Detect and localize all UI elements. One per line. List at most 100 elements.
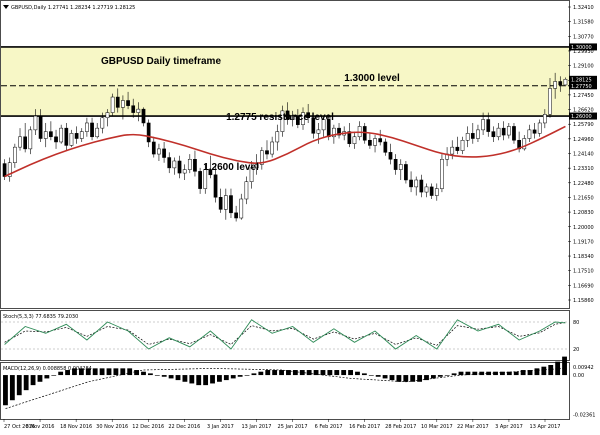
candle-body-up bbox=[110, 96, 115, 113]
candle-body-down bbox=[388, 152, 393, 160]
macd-y-label: -0.02361 bbox=[573, 413, 595, 419]
macd-bar bbox=[472, 371, 478, 376]
candle-body-up bbox=[270, 141, 274, 155]
candle bbox=[404, 160, 408, 184]
macd-bar bbox=[147, 373, 153, 376]
macd-bar bbox=[548, 365, 554, 376]
candle bbox=[419, 174, 424, 198]
candle-body-down bbox=[141, 108, 146, 124]
candle-body-up bbox=[13, 146, 17, 163]
stochastic-header: Stoch(5,3,3) 77.6835 79.2030 bbox=[3, 314, 78, 320]
x-tick-label: 3 Jan 2017 bbox=[207, 424, 234, 430]
candles bbox=[2, 72, 568, 222]
macd-bar bbox=[355, 371, 360, 376]
candle-body-up bbox=[496, 127, 501, 138]
candle-body-down bbox=[347, 131, 352, 144]
candle bbox=[337, 122, 341, 139]
macd-bar bbox=[341, 370, 347, 376]
candle-body-up bbox=[332, 127, 336, 138]
macd-bar bbox=[217, 375, 222, 382]
candle-body-up bbox=[476, 129, 480, 139]
candle bbox=[100, 112, 105, 134]
candle bbox=[476, 124, 480, 142]
candle bbox=[157, 143, 161, 161]
stochastic-panel: 80 20 Stoch(5,3,3) 77.6835 79.2030 bbox=[0, 310, 579, 361]
macd-bar bbox=[451, 373, 457, 376]
candle bbox=[13, 143, 17, 168]
moving-average-line bbox=[4, 125, 566, 178]
macd-bar bbox=[486, 371, 492, 376]
candle-body-down bbox=[229, 195, 233, 214]
macd-bar bbox=[78, 368, 84, 376]
candle-body-up bbox=[352, 136, 357, 144]
price-tag-label: 1.30000 bbox=[571, 45, 592, 51]
x-tick-label: 30 Nov 2016 bbox=[96, 424, 128, 430]
y-tick-label: 1.29930 bbox=[573, 49, 594, 55]
stochastic-y-label: 20 bbox=[573, 347, 579, 353]
x-tick-label: 28 Feb 2017 bbox=[385, 424, 416, 430]
macd-bar bbox=[265, 370, 271, 376]
macd-bar bbox=[375, 375, 381, 377]
candle bbox=[141, 107, 146, 127]
candle bbox=[265, 140, 269, 160]
y-tick-label: 1.29100 bbox=[573, 64, 594, 70]
candle bbox=[398, 159, 403, 180]
y-tick-label: 1.31580 bbox=[573, 20, 594, 26]
candle-body-down bbox=[404, 164, 408, 181]
price-tag-label: 1.27750 bbox=[571, 84, 592, 90]
macd-histogram bbox=[3, 356, 567, 406]
macd-bar bbox=[417, 375, 423, 382]
candle bbox=[38, 109, 43, 142]
candle-body-up bbox=[239, 198, 244, 219]
macd-bar bbox=[258, 371, 264, 376]
candle bbox=[131, 98, 136, 118]
candle-body-down bbox=[151, 141, 156, 155]
candle-body-up bbox=[414, 179, 419, 188]
candle-body-up bbox=[33, 115, 38, 131]
x-tick-label: 12 Dec 2016 bbox=[132, 424, 164, 430]
x-tick-label: 8 Nov 2016 bbox=[26, 424, 55, 430]
main-panel: 1.324101.315801.307701.299301.291001.282… bbox=[0, 0, 597, 309]
candle-body-down bbox=[512, 126, 516, 141]
candle bbox=[234, 205, 238, 222]
candle bbox=[393, 154, 398, 175]
stochastic-main-line bbox=[4, 319, 566, 350]
level-lines bbox=[1, 46, 569, 117]
macd-bar bbox=[37, 375, 43, 382]
candle-body-up bbox=[553, 81, 557, 89]
candle bbox=[203, 164, 208, 194]
price-tag-box bbox=[569, 82, 597, 90]
macd-bar bbox=[520, 370, 526, 376]
x-tick-label: 22 Dec 2016 bbox=[168, 424, 200, 430]
main-header-text: GBPUSD,Daily 1.27741 1.28234 1.27719 1.2… bbox=[11, 5, 135, 11]
candle-body-up bbox=[79, 131, 84, 139]
candle-body-up bbox=[249, 167, 254, 182]
candle bbox=[357, 121, 362, 141]
macd-bar bbox=[396, 375, 402, 382]
candle bbox=[64, 122, 69, 151]
macd-bar bbox=[327, 370, 333, 376]
candle bbox=[301, 107, 305, 130]
candle bbox=[424, 183, 429, 198]
candle bbox=[532, 122, 537, 139]
price-tag-label: 1.26000 bbox=[571, 114, 592, 120]
candle bbox=[90, 117, 94, 141]
candle-body-up bbox=[187, 159, 192, 170]
macd-bar bbox=[368, 375, 374, 376]
macd-bar bbox=[168, 375, 174, 379]
candle bbox=[280, 105, 285, 137]
macd-bar bbox=[279, 370, 284, 376]
macd-bar bbox=[30, 375, 36, 386]
macd-panel: 0.00942 0.00 -0.02361 MACD(12,26,9) 0.0088… bbox=[0, 356, 595, 420]
macd-bar bbox=[113, 368, 119, 376]
macd-bar bbox=[58, 371, 64, 376]
zone-band bbox=[1, 46, 569, 117]
candle bbox=[548, 78, 552, 118]
candle-body-up bbox=[172, 160, 177, 169]
macd-bar bbox=[161, 375, 167, 377]
candle bbox=[316, 122, 321, 144]
candle bbox=[368, 133, 372, 149]
macd-bar bbox=[506, 371, 512, 376]
candle bbox=[95, 122, 100, 139]
